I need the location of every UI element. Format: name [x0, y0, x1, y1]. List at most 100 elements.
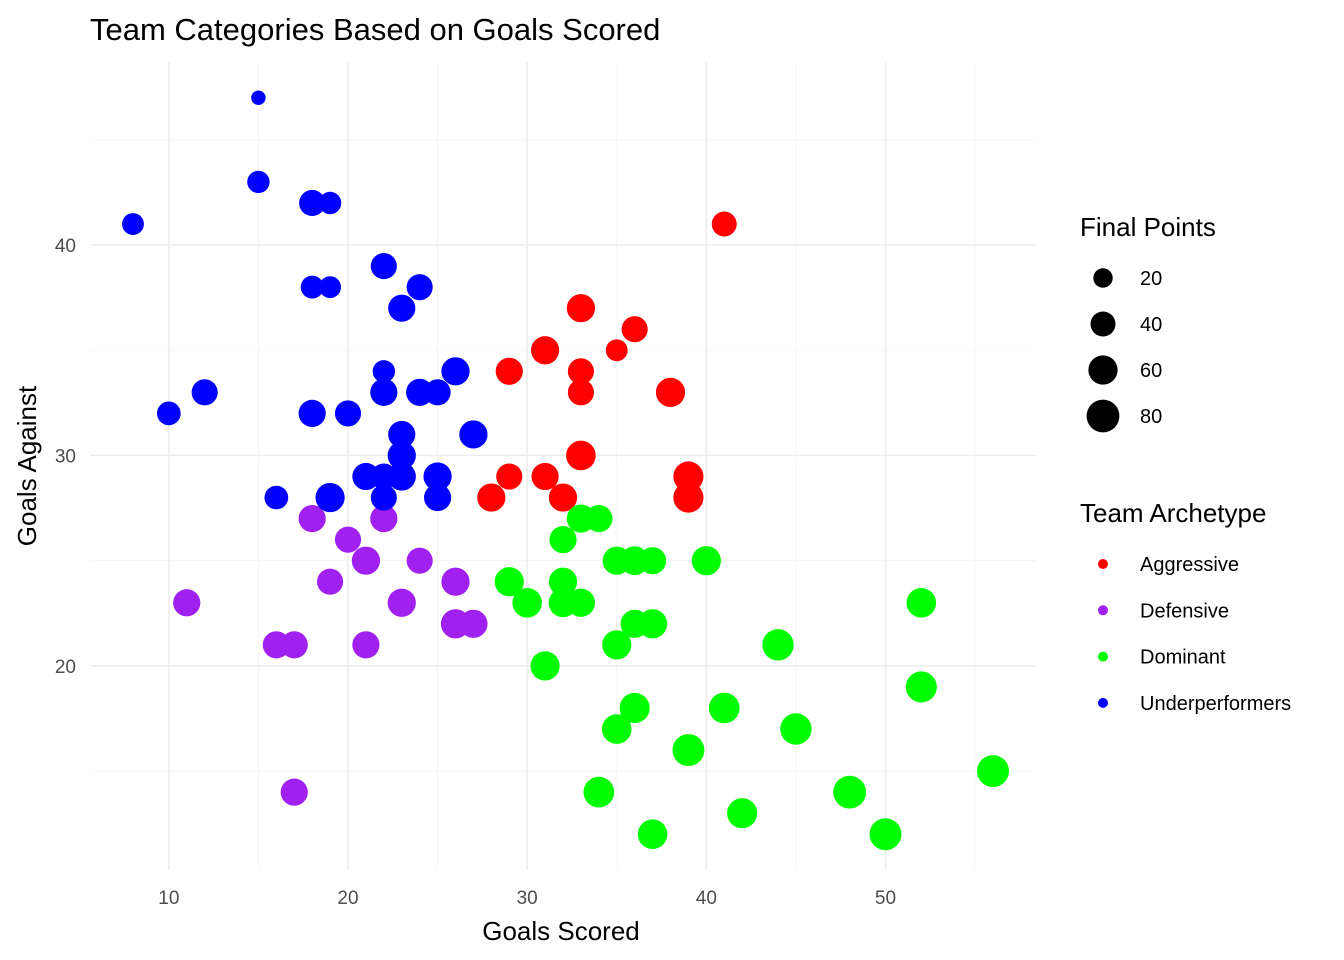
data-point — [477, 483, 506, 512]
y-tick-label: 20 — [55, 657, 76, 678]
series-dominant — [494, 504, 1009, 851]
size-legend-items: 20 40 60 80 — [1086, 268, 1162, 433]
size-legend-label: 80 — [1140, 406, 1162, 428]
data-point — [583, 776, 615, 808]
data-point — [496, 463, 523, 490]
data-point — [566, 440, 596, 471]
data-point — [833, 775, 867, 809]
data-point — [691, 546, 721, 576]
color-legend-label: Dominant — [1140, 647, 1226, 669]
x-tick-label: 40 — [696, 888, 717, 909]
data-point — [264, 485, 289, 510]
data-point — [655, 377, 686, 407]
color-legend: Team Archetype Aggressive Defensive Domina… — [1080, 498, 1291, 715]
data-point — [318, 191, 342, 215]
data-point — [512, 587, 542, 618]
data-point — [638, 547, 667, 575]
data-point — [156, 401, 181, 426]
data-point — [299, 189, 326, 217]
data-point — [567, 358, 594, 385]
data-point — [370, 378, 398, 406]
data-point — [566, 588, 596, 617]
data-point — [387, 441, 416, 470]
data-point — [424, 379, 451, 406]
data-point — [619, 692, 650, 724]
size-legend-key — [1093, 268, 1113, 288]
data-point — [780, 713, 812, 745]
data-point — [708, 692, 740, 724]
data-point — [566, 294, 596, 323]
data-point — [906, 587, 937, 618]
x-tick-label: 20 — [337, 888, 358, 909]
data-point — [459, 609, 488, 638]
y-tick-label: 30 — [55, 446, 76, 467]
data-point — [300, 275, 324, 299]
data-point — [585, 504, 613, 533]
data-point — [122, 213, 144, 235]
data-point — [352, 631, 380, 659]
data-point — [406, 547, 433, 574]
data-point — [298, 399, 326, 428]
color-legend-key — [1098, 651, 1108, 662]
data-point — [869, 818, 902, 851]
color-legend-key — [1098, 559, 1108, 569]
data-point — [388, 420, 416, 449]
data-point — [549, 526, 577, 554]
data-point — [673, 461, 704, 492]
axis-ticks: 10 20 30 40 50 20 30 40 — [55, 236, 896, 909]
data-point — [251, 90, 266, 106]
data-point — [672, 734, 705, 767]
x-tick-label: 10 — [158, 888, 179, 909]
data-point — [319, 276, 342, 299]
size-legend-label: 20 — [1140, 268, 1162, 290]
data-point — [317, 568, 344, 595]
data-point — [905, 671, 937, 703]
color-legend-title: Team Archetype — [1080, 498, 1266, 528]
data-point — [370, 253, 397, 280]
data-point — [548, 483, 578, 512]
grid — [90, 62, 1036, 870]
data-point — [637, 819, 668, 850]
data-point — [494, 567, 524, 597]
data-point — [548, 567, 578, 596]
data-point — [601, 714, 632, 744]
series-underperformers — [122, 90, 488, 513]
size-legend-label: 60 — [1140, 360, 1162, 382]
data-point — [370, 504, 398, 533]
data-point — [315, 482, 345, 513]
data-point — [423, 462, 452, 491]
x-tick-label: 50 — [875, 888, 896, 909]
data-point — [280, 631, 308, 659]
data-point — [441, 357, 470, 386]
data-point — [351, 546, 381, 575]
data-point — [637, 609, 668, 639]
data-point — [334, 400, 362, 427]
data-point — [495, 357, 523, 385]
data-point — [602, 630, 632, 660]
data-point — [762, 629, 794, 661]
color-legend-key — [1098, 605, 1108, 616]
data-point — [605, 339, 628, 362]
data-point — [727, 798, 758, 829]
color-legend-label: Underperformers — [1140, 693, 1291, 715]
data-point — [673, 482, 704, 513]
x-axis-title: Goals Scored — [482, 916, 640, 946]
chart-title: Team Categories Based on Goals Scored — [90, 12, 660, 47]
data-point — [621, 316, 648, 343]
data-point — [530, 651, 560, 681]
data-point — [711, 211, 737, 237]
color-legend-key — [1098, 697, 1108, 708]
x-tick-label: 30 — [517, 888, 538, 909]
size-legend: Final Points 20 40 60 80 — [1080, 212, 1216, 433]
data-point — [423, 483, 452, 512]
size-legend-title: Final Points — [1080, 212, 1216, 242]
data-point — [406, 274, 433, 301]
data-point — [459, 420, 488, 449]
color-legend-label: Aggressive — [1140, 554, 1239, 576]
data-point — [531, 462, 559, 491]
data-point — [387, 588, 416, 617]
size-legend-key — [1086, 399, 1120, 433]
data-point — [977, 755, 1009, 788]
data-point — [387, 462, 416, 491]
